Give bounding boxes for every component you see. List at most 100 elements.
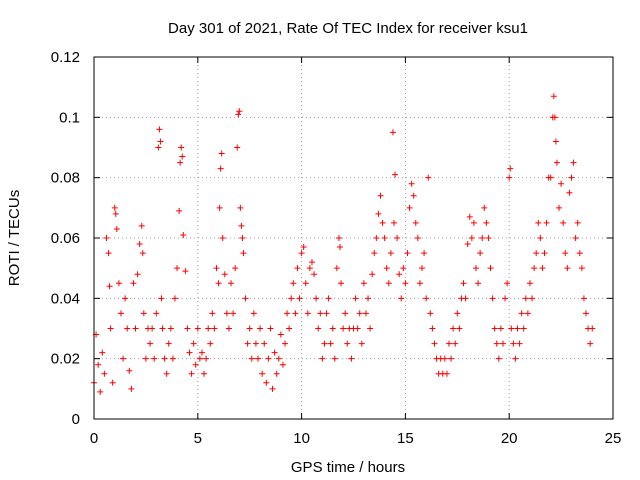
x-tick-label: 25	[605, 430, 622, 447]
data-point	[298, 250, 305, 257]
data-point	[237, 204, 244, 211]
data-point	[327, 340, 334, 347]
data-point	[269, 385, 276, 392]
data-point	[308, 259, 315, 266]
data-point	[560, 219, 567, 226]
data-point	[257, 325, 264, 332]
y-axis-label: ROTI / TECUs	[6, 190, 23, 286]
data-point	[139, 250, 146, 257]
data-point	[495, 355, 502, 362]
data-point	[205, 325, 212, 332]
data-point	[425, 174, 432, 181]
data-point	[134, 271, 141, 278]
data-point	[290, 280, 297, 287]
data-point	[445, 340, 452, 347]
data-point	[354, 325, 361, 332]
data-point	[117, 310, 124, 317]
data-point	[553, 159, 560, 166]
data-point	[373, 235, 380, 241]
data-point	[158, 295, 165, 302]
data-point	[101, 370, 108, 377]
data-point	[106, 283, 113, 290]
data-point	[360, 280, 367, 287]
data-point	[502, 295, 509, 302]
data-point	[477, 250, 484, 257]
data-point	[288, 295, 295, 302]
data-point	[238, 222, 245, 229]
data-point	[325, 295, 332, 302]
data-point	[248, 355, 255, 362]
data-point	[157, 138, 164, 145]
data-point	[578, 265, 585, 272]
data-point	[558, 180, 565, 187]
data-point	[441, 355, 448, 362]
data-point	[217, 165, 224, 172]
data-point	[156, 126, 163, 133]
data-point	[547, 174, 554, 181]
data-point	[580, 295, 587, 302]
data-point	[323, 310, 330, 317]
data-point	[520, 325, 527, 332]
data-point	[311, 271, 318, 278]
data-point	[516, 340, 523, 347]
data-point	[232, 265, 239, 272]
data-point	[151, 355, 158, 362]
data-point	[587, 340, 594, 347]
data-point	[188, 370, 195, 377]
data-point	[454, 310, 461, 317]
data-point	[518, 310, 525, 317]
data-point	[456, 325, 463, 332]
data-point	[394, 235, 401, 241]
data-point	[570, 159, 577, 166]
data-point	[379, 219, 386, 226]
data-point	[448, 355, 455, 362]
data-point	[421, 250, 428, 257]
data-point	[389, 129, 396, 136]
data-point	[493, 340, 500, 347]
data-point	[95, 361, 102, 368]
data-point	[348, 355, 355, 362]
data-point	[383, 265, 390, 272]
data-point	[475, 280, 482, 287]
data-point	[300, 244, 307, 251]
data-point	[512, 355, 519, 362]
data-point	[239, 235, 246, 241]
data-point	[138, 222, 145, 229]
data-point	[147, 340, 154, 347]
data-point	[358, 340, 365, 347]
data-points	[91, 93, 596, 395]
data-point	[390, 219, 397, 226]
data-point	[337, 244, 344, 251]
data-point	[423, 295, 430, 302]
data-point	[279, 361, 286, 368]
data-point	[265, 355, 272, 362]
data-point	[387, 250, 394, 257]
data-point	[506, 174, 513, 181]
data-point	[398, 295, 405, 302]
y-tick-label: 0.08	[51, 170, 80, 187]
data-point	[315, 325, 322, 332]
chart-title: Day 301 of 2021, Rate Of TEC Index for r…	[168, 20, 528, 37]
data-point	[213, 265, 220, 272]
data-point	[481, 204, 488, 211]
data-point	[543, 219, 550, 226]
data-point	[414, 235, 421, 241]
data-point	[176, 207, 183, 214]
data-point	[321, 340, 328, 347]
data-point	[485, 235, 492, 241]
data-point	[462, 295, 469, 302]
data-point	[468, 235, 475, 241]
data-point	[207, 340, 214, 347]
data-point	[342, 310, 349, 317]
data-point	[111, 204, 118, 211]
data-point	[122, 295, 129, 302]
data-point	[510, 340, 517, 347]
data-point	[142, 355, 149, 362]
data-point	[589, 325, 596, 332]
data-point	[526, 280, 533, 287]
data-point	[223, 310, 230, 317]
data-point	[412, 219, 419, 226]
data-point	[464, 241, 471, 248]
data-point	[377, 192, 384, 199]
data-point	[209, 310, 216, 317]
